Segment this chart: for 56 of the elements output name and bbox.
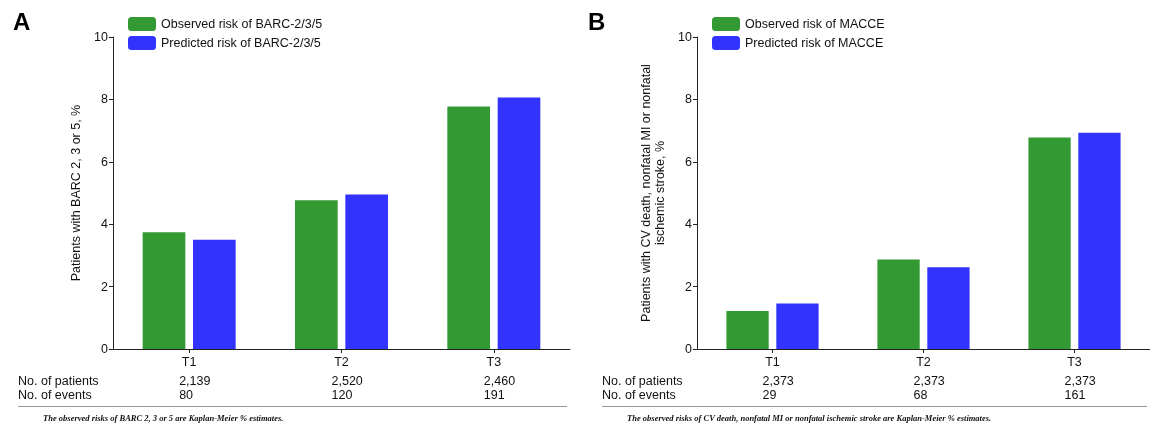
y-tick-label: 2 <box>685 279 693 294</box>
x-tick-label: T3 <box>486 354 502 369</box>
text: 2,139 <box>179 374 211 388</box>
text: 161 <box>1064 388 1086 402</box>
y-tick-label: 10 <box>94 30 109 44</box>
text: No. of patients <box>602 374 683 388</box>
legend-label: Observed risk of BARC-2/3/5 <box>161 17 323 31</box>
text: The observed risks of CV death, nonfatal MI or nonfatal ischemic stroke are Kaplan-Meier % estimates. <box>627 413 992 423</box>
bar <box>1078 132 1121 349</box>
y-tick-label: 10 <box>678 30 693 44</box>
legend-label: Predicted risk of BARC-2/3/5 <box>161 36 321 50</box>
y-tick-label: 4 <box>101 217 109 232</box>
bar <box>497 97 541 349</box>
x-tick-label: T1 <box>765 354 780 369</box>
x-tick-label: T3 <box>1067 354 1082 369</box>
y-tick-label: 6 <box>101 154 109 169</box>
text: 68 <box>913 388 928 402</box>
text: No. of patients <box>18 374 99 388</box>
text: 2,460 <box>483 374 516 388</box>
chart-title: A <box>13 7 31 35</box>
text: 2,373 <box>762 374 794 388</box>
y-tick-label: 6 <box>685 154 693 169</box>
text: 29 <box>762 388 777 402</box>
text: 191 <box>483 388 505 402</box>
bar <box>345 194 388 349</box>
y-axis-title: Patients with CV death, nonfatal MI or nonfatal ischemic stroke, % <box>639 64 668 322</box>
bar <box>927 267 970 349</box>
text: 2,373 <box>1064 374 1096 388</box>
legend-label: Predicted risk of MACCE <box>745 36 884 50</box>
bar <box>193 239 236 349</box>
bar <box>1028 137 1071 349</box>
y-tick-label: 4 <box>685 217 693 232</box>
y-axis-title: Patients with BARC 2, 3 or 5, % <box>69 104 84 282</box>
y-tick-label: 0 <box>101 342 109 356</box>
bar <box>877 259 920 349</box>
x-tick-label: T1 <box>181 354 197 369</box>
text: 2,373 <box>913 374 945 388</box>
chart-title: B <box>588 7 606 35</box>
x-tick-label: T2 <box>916 354 931 369</box>
text: 120 <box>331 388 353 402</box>
legend-label: Observed risk of MACCE <box>745 17 885 31</box>
text: 80 <box>179 388 194 402</box>
y-tick-label: 8 <box>685 92 693 107</box>
x-tick-label: T2 <box>334 354 349 369</box>
text: 2,520 <box>331 374 363 388</box>
y-tick-label: 2 <box>101 279 109 294</box>
text: No. of events <box>18 388 92 402</box>
bar <box>447 106 490 349</box>
y-tick-label: 0 <box>685 342 693 356</box>
text: No. of events <box>602 388 676 402</box>
text: The observed risks of BARC 2, 3 or 5 are Kaplan-Meier % estimates. <box>43 413 284 423</box>
bar <box>142 232 186 349</box>
y-tick-label: 8 <box>101 92 109 107</box>
bar <box>295 200 338 349</box>
bar <box>726 310 769 349</box>
bar <box>776 303 819 349</box>
